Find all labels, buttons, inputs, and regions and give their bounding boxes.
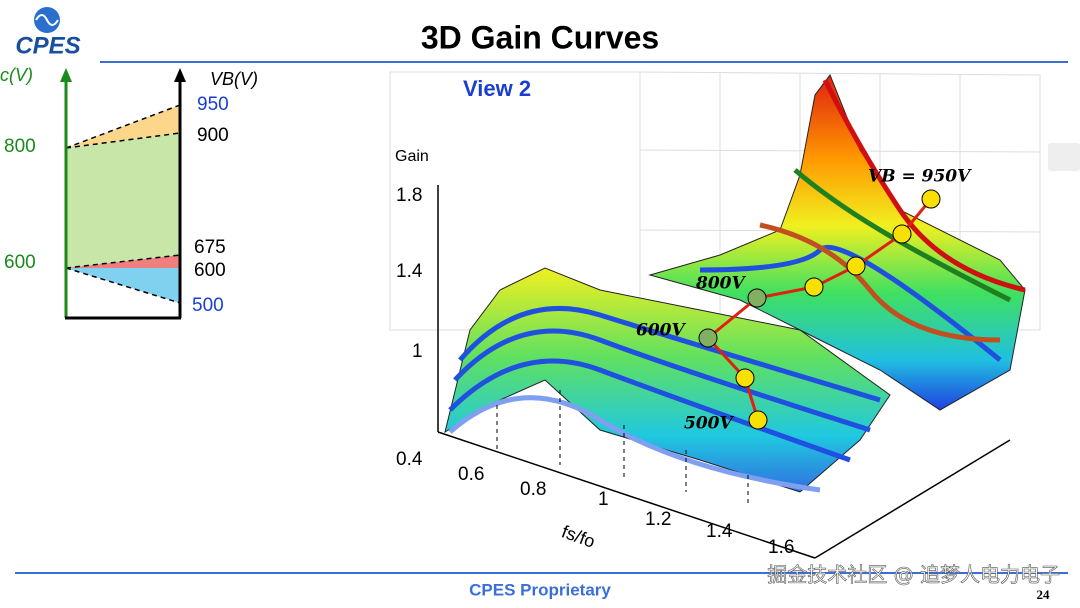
annotation: 800V xyxy=(695,274,746,294)
right-level: 500 xyxy=(192,295,224,316)
right-level: 900 xyxy=(197,125,229,146)
x-tick-label: 1 xyxy=(598,489,609,510)
z-tick-label: 1.8 xyxy=(396,185,422,206)
x-tick-label: 0.6 xyxy=(458,464,484,485)
dashed-lines xyxy=(65,104,181,304)
dashed-ticks xyxy=(496,390,749,505)
watermark: 掘金技术社区 @ 追梦人电力电子 xyxy=(767,563,1060,587)
right-level: 600 xyxy=(194,260,226,281)
x-tick-label: 1.6 xyxy=(768,537,794,558)
z-label: Gain xyxy=(395,148,429,165)
logo: CPES xyxy=(15,7,81,59)
z-tick-label: 0.4 xyxy=(396,449,423,470)
x-tick-label: 1.2 xyxy=(645,509,671,530)
logo-wave xyxy=(35,14,59,26)
x-label: fs/fo xyxy=(559,521,598,551)
side-tab[interactable] xyxy=(1048,143,1080,171)
slide-title: 3D Gain Curves xyxy=(421,19,659,55)
left-axis-label: c(V) xyxy=(0,65,33,85)
left-level: 600 xyxy=(4,252,36,273)
operating-points xyxy=(698,189,941,430)
gain-plot: View 2 Gain 1.8 1.4 1 0.4 0.6 0.8 1 1.2 … xyxy=(389,71,1041,559)
annotation: 600V xyxy=(636,321,686,341)
annotation: 500V xyxy=(684,414,734,434)
right-arrow xyxy=(174,68,186,82)
right-axis-label: VB(V) xyxy=(210,69,258,89)
region-green xyxy=(66,133,180,268)
right-level: 675 xyxy=(194,237,226,258)
page-number: 24 xyxy=(1037,587,1051,602)
footer-note: CPES Proprietary xyxy=(469,580,611,599)
x-tick-label: 1.4 xyxy=(706,521,733,542)
surface-curves xyxy=(448,78,1026,493)
z-tick-label: 1 xyxy=(412,341,423,362)
z-tick-label: 1.4 xyxy=(396,261,423,282)
level-diagram: c(V) VB(V) 800 600 950 900 675 600 500 xyxy=(0,65,258,320)
logo-text: CPES xyxy=(15,32,80,59)
surface-high xyxy=(648,73,1026,411)
right-level: 950 xyxy=(197,94,229,115)
left-arrow xyxy=(60,68,72,82)
x-tick-label: 0.8 xyxy=(520,479,546,500)
view-label: View 2 xyxy=(463,76,531,101)
axes xyxy=(437,185,1011,559)
annotation: VB = 950V xyxy=(868,167,972,187)
left-level: 800 xyxy=(4,136,36,157)
